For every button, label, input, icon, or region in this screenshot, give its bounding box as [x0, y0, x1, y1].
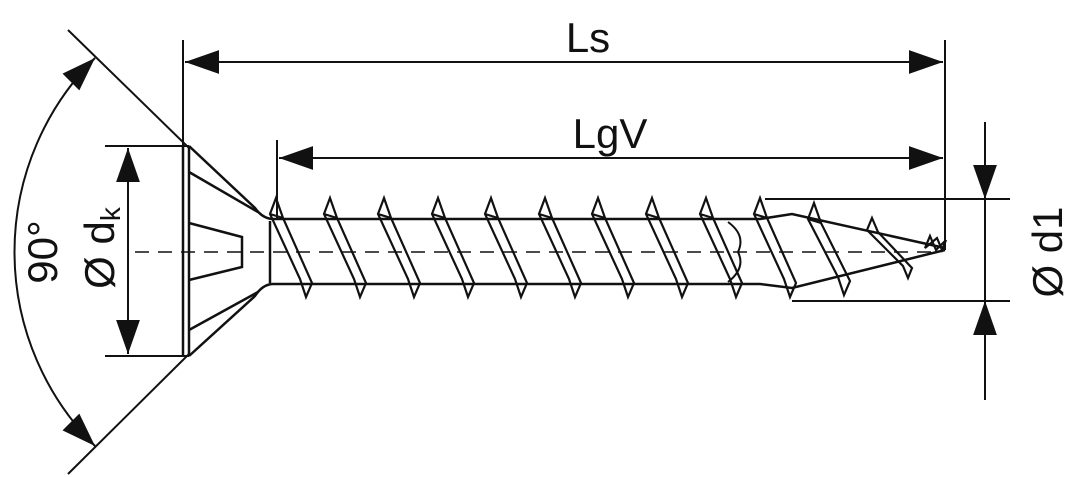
thread-flight — [537, 194, 583, 301]
dk-symbol: Ø d — [76, 221, 123, 289]
dk-subscript: k — [95, 206, 126, 221]
drive-recess — [188, 221, 244, 282]
angle-label: 90° — [19, 220, 66, 284]
tip-thread-flight — [923, 233, 948, 253]
dk-dimension — [105, 145, 189, 357]
screw-threads — [268, 194, 948, 301]
dk-label: Ø dk — [76, 206, 126, 289]
lgv-label: LgV — [573, 110, 648, 157]
ls-dimension — [182, 40, 946, 250]
screw-head — [181, 145, 273, 357]
d1-label: Ø d1 — [1024, 206, 1071, 297]
thread-flight — [322, 194, 368, 301]
thread-flight — [590, 194, 636, 301]
thread-flight — [430, 194, 476, 301]
thread-flight — [644, 194, 690, 301]
ls-label: Ls — [566, 14, 610, 61]
angle-dimension — [13, 29, 190, 475]
thread-flight — [698, 194, 744, 301]
d1-dimension — [765, 122, 1010, 400]
thread-flight — [752, 194, 798, 301]
tip-thread-flight — [865, 215, 914, 281]
thread-flight — [806, 199, 852, 299]
lgv-dimension — [276, 140, 943, 220]
thread-flight — [483, 194, 529, 301]
thread-flight — [376, 194, 422, 301]
